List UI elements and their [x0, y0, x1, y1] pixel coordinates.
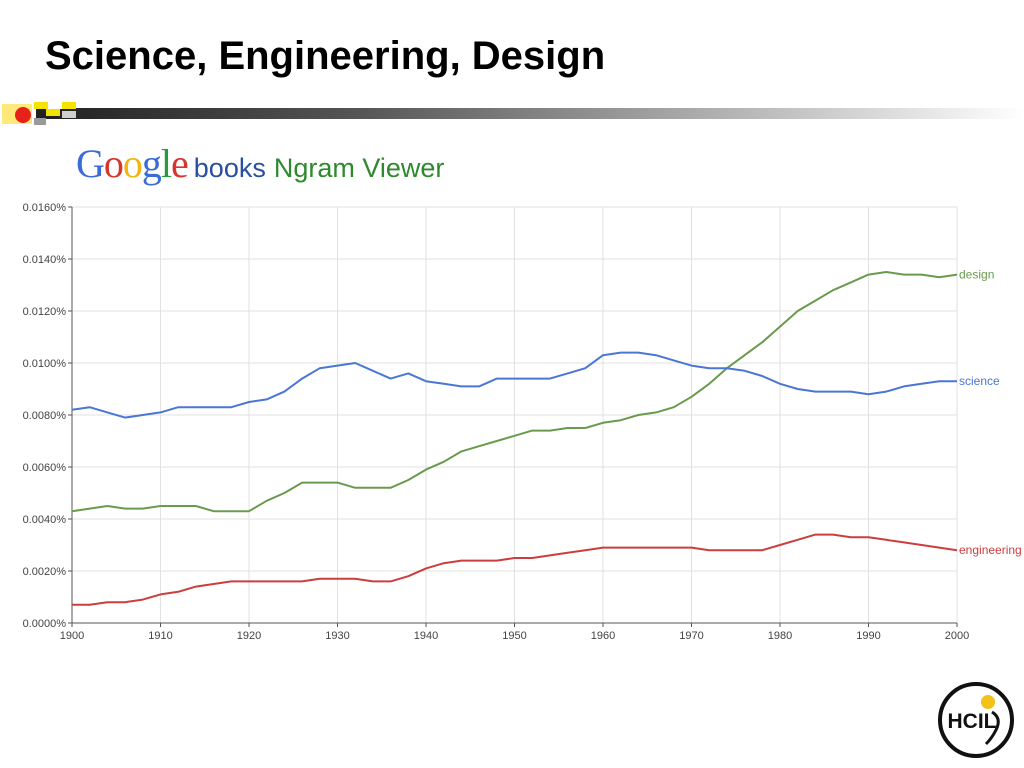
hcil-logo-text: HCIL	[948, 710, 997, 733]
y-tick-label: 0.0140%	[23, 254, 67, 266]
x-tick-label: 1900	[60, 630, 84, 642]
series-label-science: science	[959, 374, 1000, 388]
x-tick-label: 1950	[502, 630, 526, 642]
slide-title: Science, Engineering, Design	[45, 34, 606, 78]
books-label: books	[193, 153, 266, 183]
google-logo-letter: g	[141, 141, 162, 186]
series-label-design: design	[959, 268, 994, 282]
y-tick-label: 0.0000%	[23, 618, 67, 630]
ngram-viewer-header: Google books Ngram Viewer	[76, 140, 444, 190]
ngram-line-chart: 0.0000% 0.0020% 0.0040% 0.0060% 0.0080% 0.010…	[23, 202, 1022, 642]
series-line-design	[71, 271, 958, 513]
y-tick-label: 0.0100%	[23, 358, 67, 370]
google-logo-letter: e	[171, 141, 189, 186]
google-logo-letter: G	[76, 141, 105, 186]
x-tick-label: 1930	[325, 630, 349, 642]
google-logo-letter: l	[160, 141, 172, 186]
title-decoration-bar	[0, 102, 1024, 125]
y-tick-label: 0.0080%	[23, 410, 67, 422]
x-tick-label: 1910	[148, 630, 172, 642]
x-tick-label: 1990	[856, 630, 880, 642]
series-line-engineering	[72, 533, 958, 606]
x-tick-label: 1960	[591, 630, 615, 642]
y-tick-label: 0.0060%	[23, 462, 67, 474]
x-tick-label: 1940	[414, 630, 438, 642]
y-tick-label: 0.0160%	[23, 202, 67, 214]
series-line-science	[71, 351, 957, 419]
series-label-engineering: engineering	[959, 543, 1022, 557]
y-tick-label: 0.0020%	[23, 566, 67, 578]
y-tick-label: 0.0120%	[23, 306, 67, 318]
y-tick-label: 0.0040%	[23, 514, 67, 526]
google-logo-letter: o	[103, 141, 124, 186]
x-tick-label: 1980	[768, 630, 792, 642]
x-tick-label: 1970	[679, 630, 703, 642]
red-dot-icon	[15, 107, 31, 123]
google-logo-letter: o	[122, 141, 143, 186]
x-tick-label: 2000	[945, 630, 969, 642]
google-logo: Google	[76, 141, 189, 186]
ngram-viewer-label: Ngram Viewer	[273, 153, 445, 183]
x-tick-label: 1920	[237, 630, 261, 642]
hcil-logo: HCIL	[938, 682, 1014, 758]
